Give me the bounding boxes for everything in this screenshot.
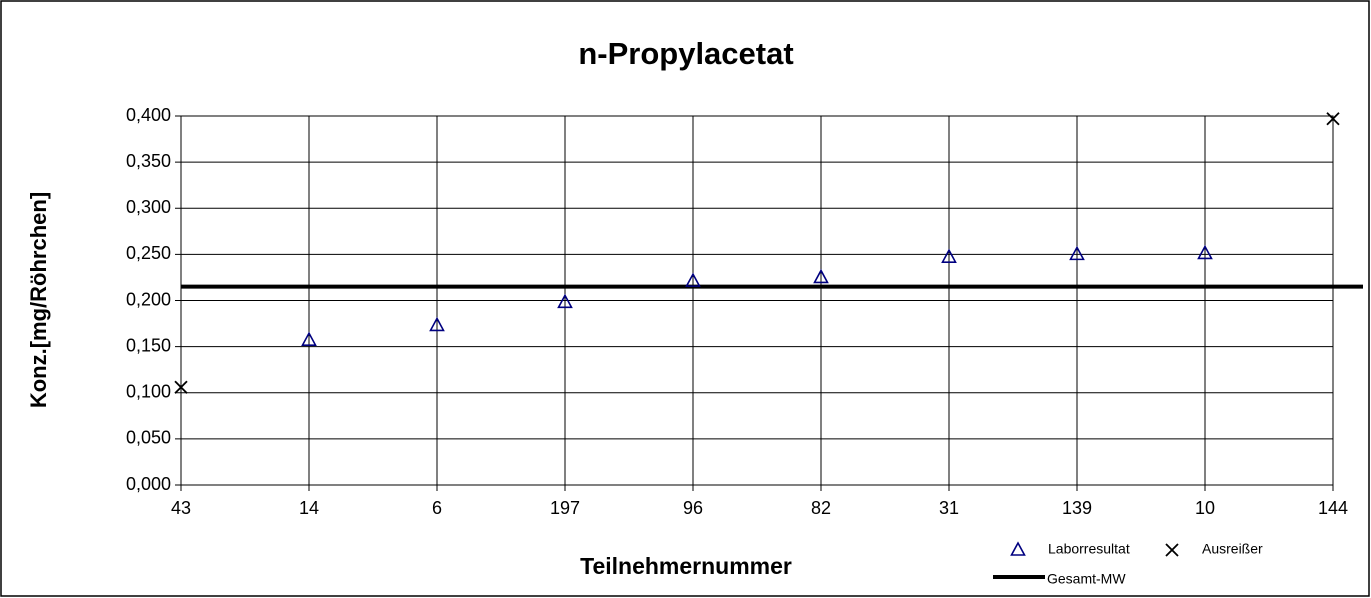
x-axis-label: Teilnehmernummer <box>580 553 792 579</box>
point <box>301 331 317 346</box>
y-tick-label: 0,150 <box>126 335 171 355</box>
legend-marker <box>1010 541 1026 556</box>
x-tick-label: 31 <box>939 498 959 518</box>
x-tick-label: 14 <box>299 498 319 518</box>
x-tick-label: 197 <box>550 498 580 518</box>
point <box>1069 245 1085 261</box>
legend-label: Ausreißer <box>1202 541 1263 557</box>
y-tick-label: 0,350 <box>126 151 171 171</box>
legend-label: Gesamt-MW <box>1047 571 1126 587</box>
x-tick-label: 96 <box>683 498 703 518</box>
y-tick-label: 0,250 <box>126 243 171 263</box>
y-tick-label: 0,100 <box>126 382 171 402</box>
point <box>557 293 573 309</box>
point <box>941 248 957 263</box>
y-axis-label: Konz.[mg/Röhrchen] <box>26 192 51 408</box>
x-tick-label: 144 <box>1318 498 1348 518</box>
point <box>1326 112 1340 126</box>
point <box>813 268 829 284</box>
y-tick-label: 0,400 <box>126 105 171 125</box>
legend-label: Laborresultat <box>1048 541 1130 557</box>
y-tick-label: 0,200 <box>126 289 171 309</box>
x-tick-label: 10 <box>1195 498 1215 518</box>
point <box>429 316 445 332</box>
y-tick-label: 0,000 <box>126 474 171 494</box>
y-tick-label: 0,300 <box>126 197 171 217</box>
y-tick-label: 0,050 <box>126 428 171 448</box>
x-tick-label: 139 <box>1062 498 1092 518</box>
chart-title: n-Propylacetat <box>578 36 793 71</box>
point <box>685 272 701 287</box>
x-tick-label: 43 <box>171 498 191 518</box>
legend-marker <box>1165 543 1179 557</box>
point <box>174 380 188 394</box>
x-tick-label: 6 <box>432 498 442 518</box>
point <box>1197 244 1213 260</box>
x-tick-label: 82 <box>811 498 831 518</box>
